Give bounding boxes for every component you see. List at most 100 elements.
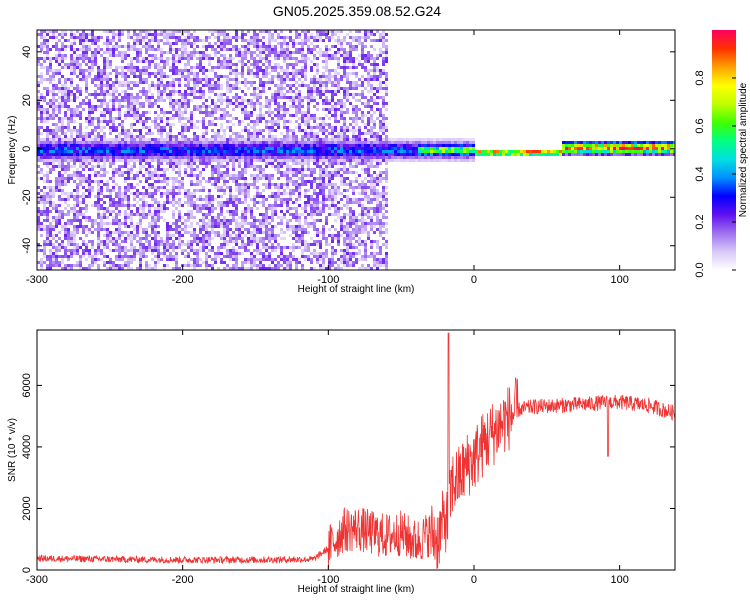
spectrogram-cell [37,249,40,252]
spectrogram-cell [151,216,154,219]
spectrogram-cell [145,120,148,123]
spectrogram-cell [316,126,319,129]
spectrogram-cell [40,138,43,141]
spectrogram-cell [241,174,244,177]
spectrogram-cell [214,183,217,186]
spectrogram-cell [70,147,73,150]
spectrogram-cell [235,39,238,42]
spectrogram-cell [133,75,136,78]
spectrogram-cell [313,117,316,120]
spectrogram-cell [178,165,181,168]
spectrogram-cell [208,96,211,99]
spectrogram-cell [76,246,79,249]
spectrogram-cell [112,216,115,219]
spectrogram-cell [310,204,313,207]
spectrogram-cell [244,153,247,156]
spectrogram-cell [295,36,298,39]
spectrogram-cell [283,159,286,162]
spectrogram-cell [256,240,259,243]
spectrogram-cell [121,153,124,156]
spectrogram-cell [283,117,286,120]
spectrogram-cell [202,138,205,141]
spectrogram-cell [229,153,232,156]
spectrogram-cell [115,33,118,36]
spectrogram-cell [217,84,220,87]
spectrogram-cell [199,189,202,192]
spectrogram-cell [166,258,169,261]
spectrogram-cell [91,255,94,258]
spectrogram-cell [241,192,244,195]
spectrogram-cell [157,87,160,90]
spectrogram-cell [178,36,181,39]
spectrogram-cell [193,138,196,141]
spectrogram-cell [148,147,151,150]
spectrogram-cell [121,156,124,159]
spectrogram-cell [58,51,61,54]
spectrogram-cell [289,159,292,162]
spectrogram-cell [313,180,316,183]
spectrogram-cell [277,255,280,258]
spectrogram-cell [214,216,217,219]
spectrogram-cell [280,132,283,135]
spectrogram-cell [202,150,205,153]
spectrogram-cell [178,198,181,201]
spectrogram-cell [226,48,229,51]
spectrogram-cell [85,48,88,51]
spectrogram-cell [265,66,268,69]
spectrogram-cell [286,210,289,213]
spectrogram-cell [229,219,232,222]
spectrogram-cell [283,138,286,141]
spectrogram-cell [244,258,247,261]
spectrogram-cell [88,60,91,63]
spectrogram-cell [64,132,67,135]
spectrogram-cell [70,255,73,258]
spectrogram-cell [295,60,298,63]
spectrogram-cell [91,159,94,162]
spectrogram-cell [61,87,64,90]
spectrogram-cell [121,264,124,267]
spectrogram-cell [58,264,61,267]
spectrogram-cell [289,195,292,198]
spectrogram-cell [214,156,217,159]
spectrogram-cell [70,81,73,84]
spectrogram-cell [298,237,301,240]
spectrogram-cell [115,171,118,174]
spectrogram-cell [307,201,310,204]
spectrogram-cell [91,105,94,108]
spectrogram-cell [55,84,58,87]
spectrogram-cell [253,156,256,159]
spectrogram-cell [46,201,49,204]
spectrogram-cell [235,207,238,210]
spectrogram-cell [49,150,52,153]
spectrogram-cell [124,240,127,243]
spectrogram-cell [184,213,187,216]
spectrogram-cell [244,186,247,189]
spectrogram-cell [166,144,169,147]
spectrogram-cell [298,36,301,39]
spectrogram-cell [40,201,43,204]
spectrogram-cell [274,93,277,96]
spectrogram-cell [238,51,241,54]
spectrogram-cell [307,144,310,147]
spectrogram-cell [211,216,214,219]
spectrogram-cell [238,138,241,141]
spectrogram-cell [61,189,64,192]
spectrogram-cell [262,213,265,216]
spectrogram-cell [76,138,79,141]
spectrogram-cell [205,201,208,204]
spectrogram-cell [43,201,46,204]
spectrogram-cell [244,147,247,150]
spectrogram-cell [253,177,256,180]
spectrogram-cell [196,126,199,129]
spectrogram-cell [121,60,124,63]
spectrogram-cell [241,81,244,84]
spectrogram-cell [124,195,127,198]
spectrogram-cell [265,219,268,222]
spectrogram-cell [79,144,82,147]
spectrogram-cell [64,156,67,159]
spectrogram-cell [298,228,301,231]
spectrogram-cell [196,237,199,240]
spectrogram-cell [262,222,265,225]
spectrogram-cell [220,63,223,66]
spectrogram-cell [85,81,88,84]
